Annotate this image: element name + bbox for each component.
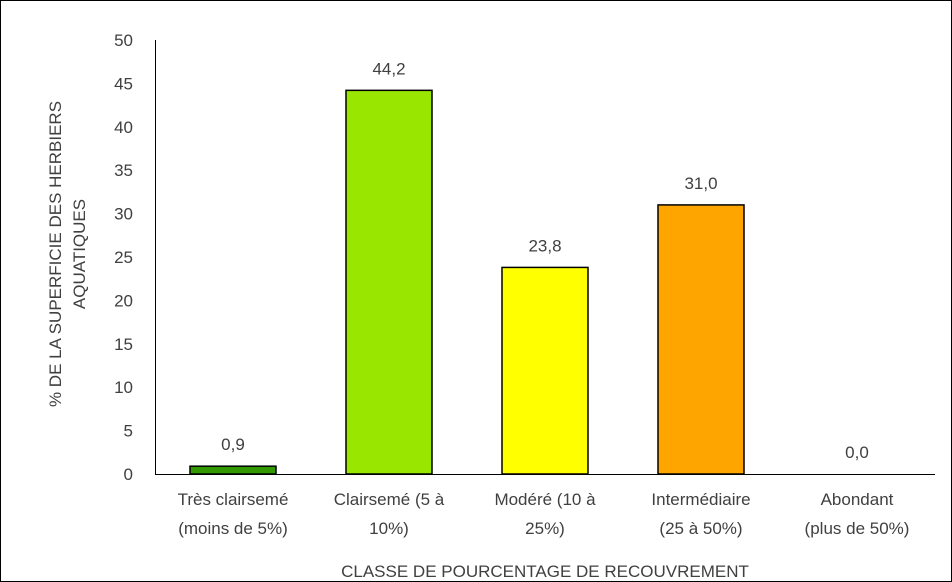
bar [189,465,277,475]
x-axis-title: CLASSE DE POURCENTAGE DE RECOUVREMENT [341,562,749,581]
y-tick-label: 0 [124,465,133,484]
data-label: 0,0 [845,443,869,462]
data-label: 31,0 [684,174,717,193]
x-axis-categories: Très clairsemé (moins de 5%) Clairsemé (5 … [178,490,910,538]
y-tick-label: 5 [124,422,133,441]
y-axis-title-line: % DE LA SUPERFICIE DES HERBIERS [46,101,65,407]
y-axis-title: % DE LA SUPERFICIE DES HERBIERS AQUATIQUE… [46,101,89,407]
x-tick-label: Modéré (10 à [494,490,596,509]
y-tick-label: 30 [114,205,133,224]
data-label: 44,2 [372,59,405,78]
y-tick-label: 10 [114,378,133,397]
y-tick-label: 35 [114,161,133,180]
bar [657,204,745,475]
bar [501,266,589,475]
bars [189,89,745,475]
y-axis-title-line: AQUATIQUES [70,199,89,309]
x-tick-label: 10%) [369,519,409,538]
x-tick-label: 25%) [525,519,565,538]
y-tick-label: 15 [114,335,133,354]
x-tick-label: Clairsemé (5 à [334,490,445,509]
y-tick-label: 40 [114,118,133,137]
y-tick-label: 50 [114,31,133,50]
x-tick-label: (moins de 5%) [178,519,288,538]
x-tick-label: (25 à 50%) [659,519,742,538]
data-label: 0,9 [221,435,245,454]
y-tick-label: 45 [114,74,133,93]
x-tick-label: Intermédiaire [651,490,750,509]
x-tick-label: (plus de 50%) [805,519,910,538]
bar [345,89,433,475]
x-tick-label: Très clairsemé [178,490,289,509]
y-tick-label: 25 [114,248,133,267]
y-axis-ticks: 0 5 10 15 20 25 30 35 40 45 50 [114,31,133,484]
data-labels: 0,9 44,2 23,8 31,0 0,0 [221,59,869,462]
y-tick-label: 20 [114,291,133,310]
data-label: 23,8 [528,236,561,255]
x-tick-label: Abondant [821,490,894,509]
